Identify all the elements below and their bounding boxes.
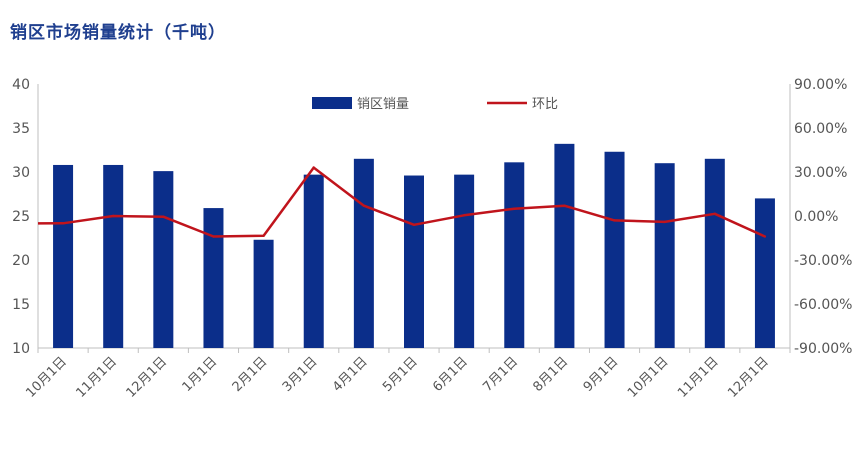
legend-bar-label: 销区销量 xyxy=(357,97,409,112)
right-tick-label: 0.00% xyxy=(794,209,838,225)
x-tick-label: 5月1日 xyxy=(380,354,421,395)
bar xyxy=(704,158,725,348)
line-point xyxy=(312,166,315,169)
chart-title: 销区市场销量统计（千吨） xyxy=(10,23,226,43)
left-tick-label: 20 xyxy=(12,253,30,269)
series-line xyxy=(37,166,766,238)
line-point xyxy=(713,212,716,215)
right-tick-label: -60.00% xyxy=(794,297,852,313)
line-point xyxy=(212,235,215,238)
line-point xyxy=(412,223,416,226)
x-tick-label: 11月1日 xyxy=(675,354,722,401)
bar xyxy=(554,143,575,348)
x-tick-label: 3月1日 xyxy=(280,354,321,395)
bar xyxy=(754,198,775,348)
bar xyxy=(353,158,374,348)
x-tick-label: 12月1日 xyxy=(124,354,171,401)
line-point xyxy=(362,204,366,207)
left-tick-label: 25 xyxy=(12,209,30,225)
line-point xyxy=(262,234,265,237)
bar xyxy=(53,164,74,348)
bar xyxy=(103,164,124,348)
bar xyxy=(454,174,475,348)
bar-series xyxy=(53,143,775,348)
x-tick-label: 2月1日 xyxy=(230,354,271,395)
right-tick-label: -30.00% xyxy=(794,253,852,269)
right-tick-label: 30.00% xyxy=(794,165,847,181)
bar xyxy=(153,171,174,348)
line-point xyxy=(563,204,566,207)
left-tick-label: 40 xyxy=(12,77,30,93)
legend-line-label: 环比 xyxy=(532,97,558,112)
left-tick-label: 30 xyxy=(12,165,30,181)
x-tick-label: 10月1日 xyxy=(23,354,70,401)
x-tick-label: 4月1日 xyxy=(330,354,371,395)
x-tick-label: 12月1日 xyxy=(725,354,772,401)
bar xyxy=(504,162,525,348)
x-tick-label: 10月1日 xyxy=(625,354,672,401)
line-point xyxy=(61,222,65,225)
bar xyxy=(404,175,424,348)
line-point xyxy=(513,207,516,210)
line-point xyxy=(763,235,767,238)
bar xyxy=(604,151,625,348)
x-tick-label: 1月1日 xyxy=(180,354,221,395)
x-tick-label: 8月1日 xyxy=(531,354,572,395)
line-series xyxy=(37,166,767,238)
right-tick-label: 90.00% xyxy=(794,77,847,93)
right-tick-label: -90.00% xyxy=(794,341,852,357)
left-tick-label: 15 xyxy=(12,297,30,313)
line-point xyxy=(162,215,165,218)
line-point xyxy=(613,219,616,222)
bar xyxy=(253,239,274,348)
right-tick-label: 60.00% xyxy=(794,121,847,137)
left-tick-label: 10 xyxy=(12,341,30,357)
bar xyxy=(303,174,324,348)
x-tick-label: 9月1日 xyxy=(581,354,622,395)
x-tick-label: 6月1日 xyxy=(430,354,471,395)
bar xyxy=(203,208,224,348)
line-point xyxy=(663,220,666,224)
x-tick-label: 11月1日 xyxy=(73,354,120,401)
bar xyxy=(654,163,675,348)
line-point xyxy=(462,214,466,217)
line-point xyxy=(112,214,115,218)
x-tick-label: 7月1日 xyxy=(480,354,521,395)
legend-bar-swatch xyxy=(312,97,352,109)
legend: 销区销量 环比 xyxy=(312,97,558,112)
left-tick-label: 35 xyxy=(12,121,30,137)
